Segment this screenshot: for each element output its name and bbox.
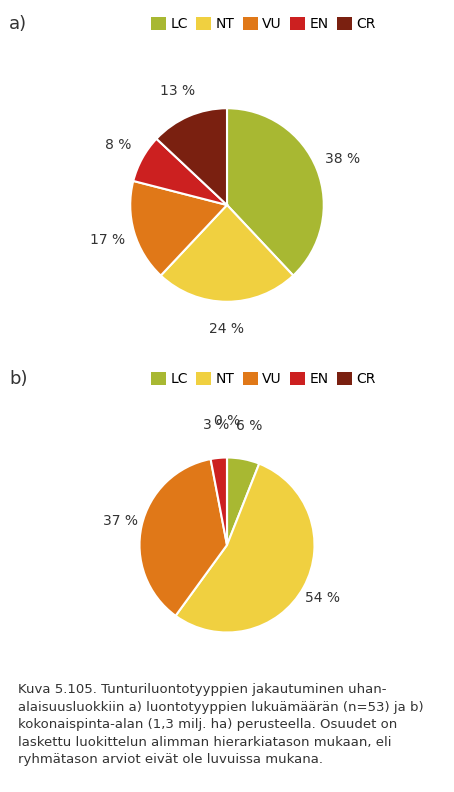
Text: b): b) bbox=[9, 370, 28, 388]
Wedge shape bbox=[133, 139, 227, 205]
Legend: LC, NT, VU, EN, CR: LC, NT, VU, EN, CR bbox=[145, 366, 381, 392]
Text: 8 %: 8 % bbox=[105, 139, 132, 152]
Wedge shape bbox=[211, 458, 227, 545]
Text: a): a) bbox=[9, 15, 27, 33]
Wedge shape bbox=[161, 205, 293, 302]
Text: 17 %: 17 % bbox=[90, 233, 126, 246]
Text: Kuva 5.105. Tunturiluontotyyppien jakautuminen uhan-
alaisuusluokkiin a) luontot: Kuva 5.105. Tunturiluontotyyppien jakaut… bbox=[18, 683, 424, 766]
Wedge shape bbox=[227, 109, 324, 276]
Wedge shape bbox=[157, 109, 227, 205]
Text: 54 %: 54 % bbox=[306, 591, 340, 604]
Wedge shape bbox=[139, 459, 227, 616]
Text: 13 %: 13 % bbox=[160, 84, 195, 98]
Text: 24 %: 24 % bbox=[209, 322, 245, 336]
Text: 6 %: 6 % bbox=[237, 420, 263, 433]
Text: 38 %: 38 % bbox=[325, 152, 360, 166]
Legend: LC, NT, VU, EN, CR: LC, NT, VU, EN, CR bbox=[145, 11, 381, 36]
Wedge shape bbox=[130, 181, 227, 276]
Text: 37 %: 37 % bbox=[103, 514, 138, 528]
Wedge shape bbox=[227, 458, 259, 545]
Text: 3 %: 3 % bbox=[202, 418, 229, 432]
Text: 0 %: 0 % bbox=[214, 413, 240, 428]
Wedge shape bbox=[176, 463, 315, 633]
